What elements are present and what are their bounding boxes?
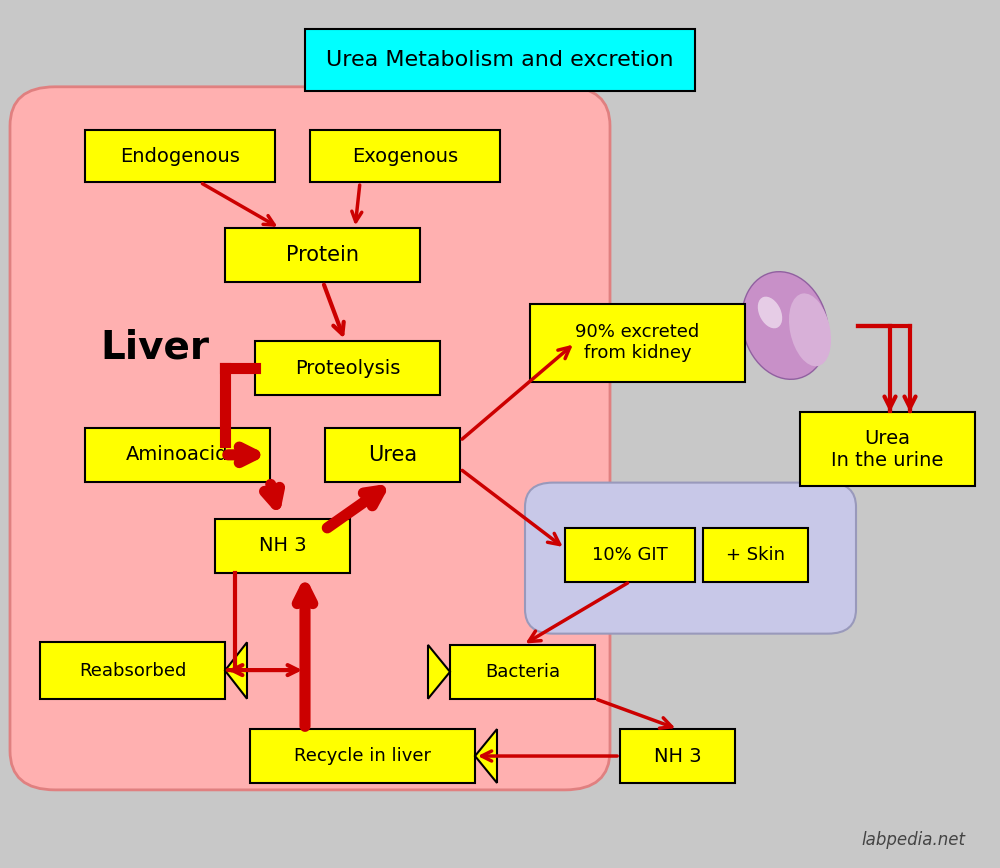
FancyBboxPatch shape xyxy=(85,130,275,182)
Text: Proteolysis: Proteolysis xyxy=(295,358,400,378)
FancyBboxPatch shape xyxy=(565,528,695,582)
Text: Bacteria: Bacteria xyxy=(485,663,560,681)
FancyBboxPatch shape xyxy=(85,428,270,482)
FancyBboxPatch shape xyxy=(310,130,500,182)
Polygon shape xyxy=(225,642,247,699)
Text: 90% excreted
from kidney: 90% excreted from kidney xyxy=(575,324,700,362)
FancyBboxPatch shape xyxy=(450,645,595,699)
Text: labpedia.net: labpedia.net xyxy=(861,831,965,849)
Polygon shape xyxy=(428,645,450,699)
Text: Liver: Liver xyxy=(100,328,209,366)
FancyBboxPatch shape xyxy=(530,304,745,382)
FancyBboxPatch shape xyxy=(255,341,440,395)
FancyBboxPatch shape xyxy=(10,87,610,790)
Ellipse shape xyxy=(789,293,831,366)
Text: Urea Metabolism and excretion: Urea Metabolism and excretion xyxy=(326,49,674,70)
Text: Reabsorbed: Reabsorbed xyxy=(79,661,186,680)
Ellipse shape xyxy=(758,297,782,328)
FancyBboxPatch shape xyxy=(703,528,808,582)
Text: Protein: Protein xyxy=(286,245,359,266)
Text: + Skin: + Skin xyxy=(726,546,785,563)
Ellipse shape xyxy=(742,272,828,379)
FancyBboxPatch shape xyxy=(525,483,856,634)
FancyBboxPatch shape xyxy=(325,428,460,482)
FancyBboxPatch shape xyxy=(40,642,225,699)
FancyBboxPatch shape xyxy=(225,228,420,282)
FancyBboxPatch shape xyxy=(215,519,350,573)
FancyBboxPatch shape xyxy=(620,729,735,783)
Text: Urea: Urea xyxy=(368,444,417,465)
Text: NH 3: NH 3 xyxy=(259,536,306,556)
Polygon shape xyxy=(475,729,497,783)
FancyBboxPatch shape xyxy=(800,412,975,486)
FancyBboxPatch shape xyxy=(305,29,695,91)
Text: Aminoacid: Aminoacid xyxy=(126,445,229,464)
Text: Exogenous: Exogenous xyxy=(352,147,458,166)
Text: Urea
In the urine: Urea In the urine xyxy=(831,429,944,470)
Text: Endogenous: Endogenous xyxy=(120,147,240,166)
Text: 10% GIT: 10% GIT xyxy=(592,546,668,563)
Text: Recycle in liver: Recycle in liver xyxy=(294,747,431,765)
FancyBboxPatch shape xyxy=(250,729,475,783)
Text: NH 3: NH 3 xyxy=(654,746,701,766)
